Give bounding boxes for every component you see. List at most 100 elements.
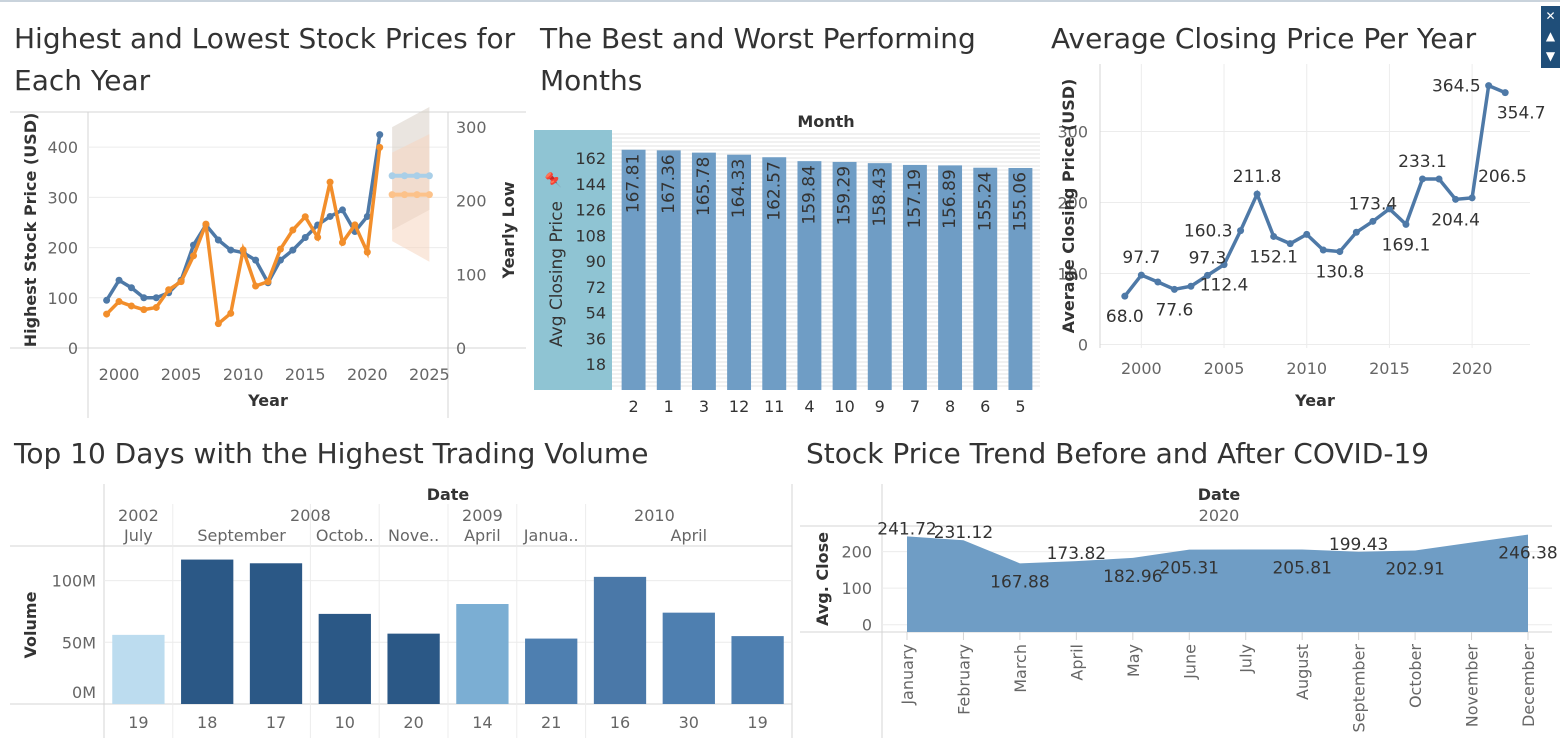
- chart2-bar: [973, 167, 998, 390]
- chart4-x-tick: 14: [472, 713, 492, 732]
- chart2-bar: [902, 164, 927, 390]
- chart1-series-point: [127, 302, 135, 310]
- chart1-series-point: [115, 298, 123, 306]
- chart4-bar: [593, 576, 647, 704]
- chart2-axis-highlight: [534, 130, 612, 390]
- chart5-x-tick: June: [1180, 644, 1199, 680]
- chart5-x-tick: January: [898, 644, 917, 706]
- chart2-value-label: 162.57: [764, 161, 784, 220]
- chart2-y-tick: 72: [586, 278, 606, 297]
- chart5-y-label: Avg. Close: [813, 532, 832, 626]
- chart2-x-tick: 4: [804, 397, 814, 416]
- chart4-month-label: April: [671, 526, 708, 545]
- chart3-point: [1352, 228, 1360, 236]
- chart1-x-tick: 2010: [223, 365, 264, 384]
- chart3-point: [1485, 82, 1493, 90]
- chart1-series-point: [376, 131, 384, 139]
- chart2-bar: [938, 165, 963, 390]
- chart5-x-tick: August: [1293, 644, 1312, 700]
- chart1-y-tick: 200: [47, 239, 78, 258]
- chart2-value-label: 167.36: [659, 154, 679, 213]
- chart1-series-point: [338, 206, 346, 214]
- chart1-series-point: [376, 143, 384, 151]
- chart2-bar: [867, 163, 892, 390]
- chart1-series-point: [115, 276, 123, 284]
- chart2-y-tick: 36: [586, 329, 606, 348]
- close-icon[interactable]: ✕: [1545, 9, 1556, 23]
- chart1-series-point: [152, 303, 160, 311]
- chart4-y-tick: 100M: [52, 572, 96, 591]
- chart5-title: Stock Price Trend Before and After COVID…: [806, 437, 1430, 470]
- chart5-header-year: 2020: [1199, 506, 1240, 525]
- chart4-year-label: 2010: [634, 506, 675, 525]
- chart1-high-low-prices: 0 100 200 300 400 0 100 200 300 2000 2005 2010 2015 2…: [10, 106, 526, 418]
- chart4-bar: [387, 633, 440, 704]
- chart4-x-tick: 19: [128, 713, 148, 732]
- chart5-x-tick: March: [1011, 644, 1030, 693]
- chart1-series-point: [276, 245, 284, 253]
- chart1-y2-label: Yearly Low: [499, 181, 518, 279]
- chart3-x-tick: 2010: [1286, 359, 1327, 378]
- chart1-series-point: [301, 234, 309, 242]
- chart3-point: [1419, 175, 1426, 183]
- chart5-y-tick: 100: [841, 579, 872, 598]
- chart2-x-tick: 2: [628, 397, 638, 416]
- chart3-title: Average Closing Price Per Year: [1051, 22, 1477, 55]
- chart5-data-label: 231.12: [934, 523, 993, 543]
- chart2-x-tick: 3: [699, 397, 709, 416]
- chart1-series-point: [127, 284, 135, 292]
- chart3-point: [1187, 282, 1195, 290]
- dropdown-icon[interactable]: ▼: [1545, 49, 1556, 63]
- chart1-x-tick: 2000: [99, 365, 140, 384]
- chart1-forecast-point: [401, 191, 409, 199]
- chart1-series-point: [227, 246, 235, 254]
- chart3-y-tick: 200: [1057, 193, 1088, 212]
- chart5-data-label: 182.96: [1103, 567, 1162, 587]
- chart5-area: [907, 534, 1528, 632]
- chart3-point: [1385, 205, 1393, 213]
- chart3-data-label: 152.1: [1249, 247, 1298, 267]
- chart3-x-tick: 2000: [1121, 359, 1162, 378]
- chart5-y-tick: 0: [862, 616, 872, 635]
- chart3-data-label: 206.5: [1478, 167, 1527, 187]
- chart3-point: [1501, 89, 1509, 97]
- chart2-x-tick: 12: [729, 397, 749, 416]
- chart3-x-label: Year: [1294, 391, 1335, 410]
- chart4-x-tick: 17: [266, 713, 286, 732]
- chart2-y-tick: 126: [575, 201, 606, 220]
- chart5-data-label: 246.38: [1498, 544, 1557, 564]
- chart1-series-point: [202, 220, 210, 228]
- chart1-series-point: [363, 248, 371, 256]
- chart4-year-label: 2009: [462, 506, 503, 525]
- top-border: [0, 0, 1560, 2]
- chart4-x-tick: 10: [335, 713, 355, 732]
- chart3-data-label: 204.4: [1431, 210, 1480, 230]
- chart3-data-label: 211.8: [1233, 167, 1282, 187]
- pin-icon[interactable]: ▲: [1545, 29, 1556, 43]
- chart2-x-tick: 10: [834, 397, 854, 416]
- chart5-x-tick: February: [954, 644, 973, 715]
- chart4-year-label: 2002: [118, 506, 159, 525]
- chart1-series-point: [190, 252, 198, 260]
- chart3-point: [1270, 232, 1278, 240]
- window-controls[interactable]: ✕ ▲ ▼: [1541, 6, 1560, 68]
- chart2-x-tick: 1: [664, 397, 674, 416]
- chart2-y-tick: 108: [575, 226, 606, 245]
- chart2-x-tick: 7: [910, 397, 920, 416]
- chart2-y-tick: 144: [575, 175, 606, 194]
- chart4-bar: [249, 563, 303, 704]
- chart5-x-tick: July: [1237, 644, 1256, 674]
- chart2-bar: [656, 150, 681, 390]
- chart3-point: [1369, 217, 1377, 225]
- chart2-value-label: 164.33: [729, 159, 749, 218]
- chart1-y2-tick: 300: [456, 118, 487, 137]
- chart2-value-label: 158.43: [870, 167, 890, 226]
- chart1-y-tick: 400: [47, 138, 78, 157]
- chart4-y-tick: 0M: [72, 683, 96, 702]
- chart5-data-label: 202.91: [1385, 560, 1444, 580]
- chart3-x-tick: 2020: [1452, 359, 1493, 378]
- chart1-series-point: [165, 286, 173, 294]
- chart2-value-label: 155.06: [1010, 172, 1030, 231]
